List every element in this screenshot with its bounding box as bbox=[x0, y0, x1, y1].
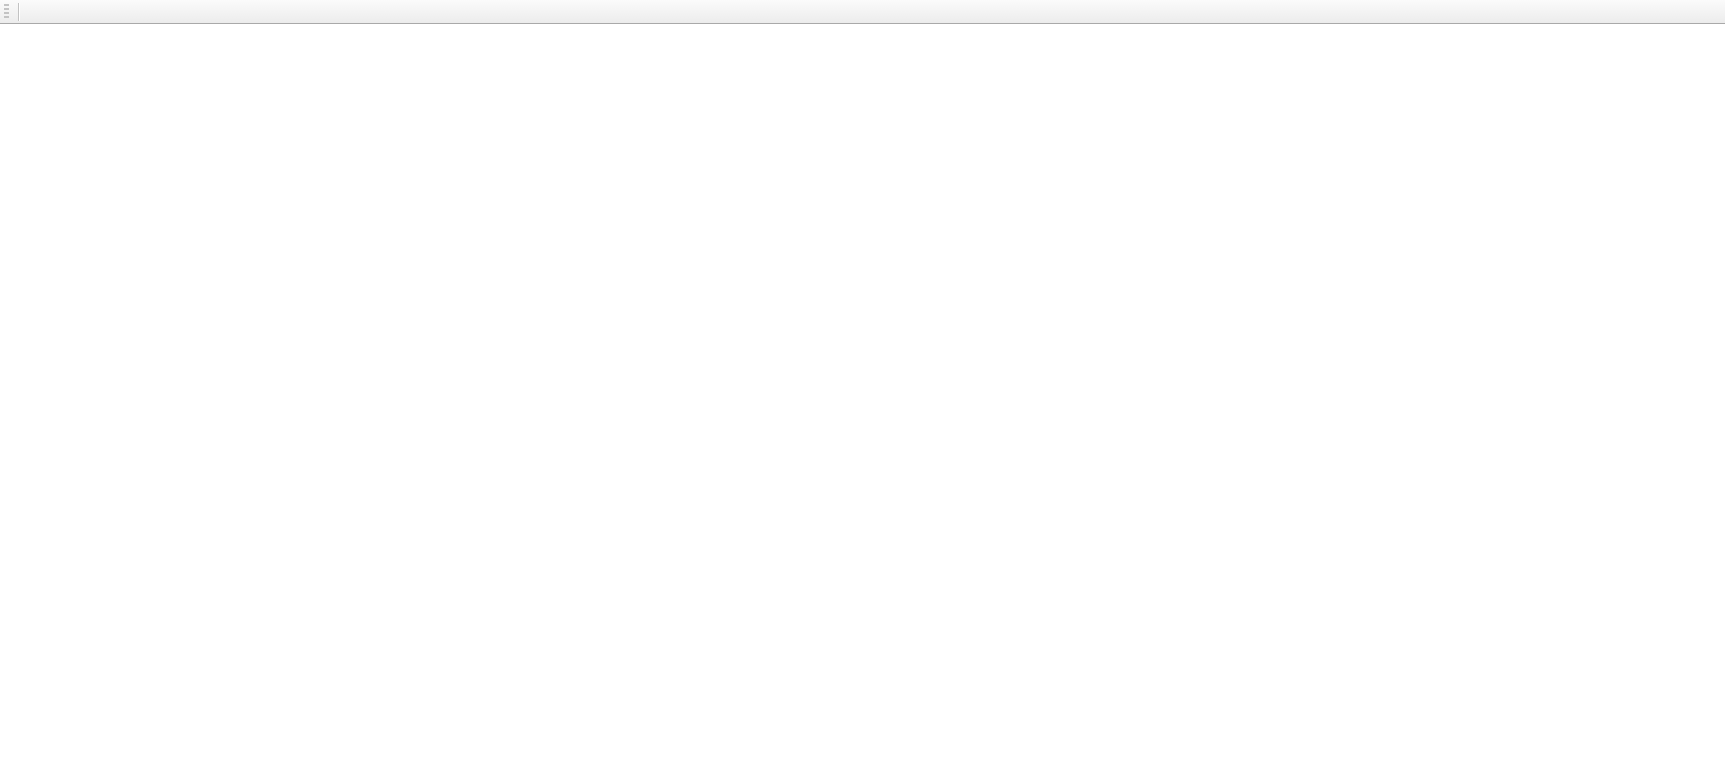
chart-title bbox=[4, 27, 8, 39]
rsi-label bbox=[6, 594, 10, 605]
toolbar bbox=[0, 0, 1725, 24]
toolbar-grip[interactable] bbox=[4, 3, 9, 20]
toolbar-separator bbox=[18, 2, 19, 21]
macd-label bbox=[6, 484, 14, 495]
